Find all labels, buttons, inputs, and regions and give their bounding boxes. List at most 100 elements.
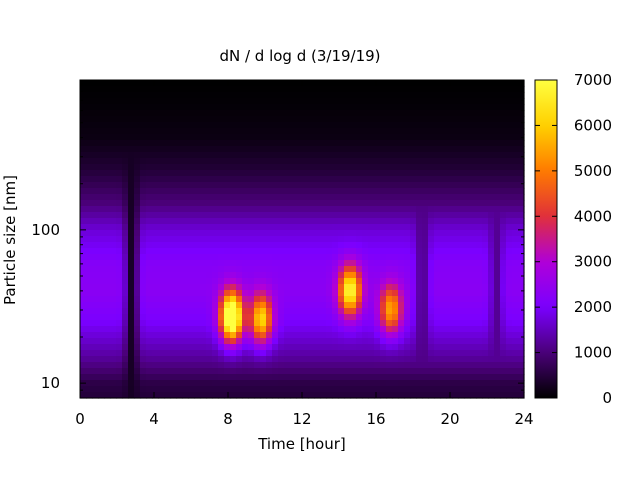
heatmap-cell [260, 128, 267, 135]
heatmap-cell [482, 206, 489, 213]
heatmap-cell [452, 200, 459, 207]
heatmap-cell [452, 254, 459, 261]
heatmap-cell [104, 206, 111, 213]
heatmap-cell [134, 332, 141, 339]
heatmap-cell [302, 386, 309, 393]
heatmap-cell [140, 86, 147, 93]
heatmap-cell [422, 200, 429, 207]
heatmap-cell [296, 260, 303, 267]
heatmap-cell [170, 224, 177, 231]
heatmap-cell [182, 104, 189, 111]
heatmap-cell [272, 158, 279, 165]
heatmap-cell [428, 248, 435, 255]
heatmap-cell [296, 290, 303, 297]
heatmap-cell [440, 86, 447, 93]
heatmap-cell [110, 296, 117, 303]
heatmap-cell [122, 296, 129, 303]
heatmap-cell [356, 254, 363, 261]
heatmap-cell [140, 128, 147, 135]
heatmap-cell [512, 206, 519, 213]
heatmap-cell [200, 362, 207, 369]
heatmap-cell [350, 350, 357, 357]
heatmap-cell [194, 182, 201, 189]
heatmap-cell [296, 200, 303, 207]
heatmap-cell [392, 362, 399, 369]
heatmap-cell [458, 194, 465, 201]
heatmap-cell [92, 320, 99, 327]
heatmap-cell [350, 248, 357, 255]
heatmap-cell [350, 80, 357, 87]
heatmap-cell [320, 278, 327, 285]
heatmap-cell [146, 344, 153, 351]
heatmap-cell [200, 230, 207, 237]
heatmap-cell [104, 338, 111, 345]
heatmap-cell [122, 158, 129, 165]
heatmap-cell [488, 320, 495, 327]
heatmap-cell [416, 116, 423, 123]
heatmap-cell [176, 254, 183, 261]
heatmap-cell [398, 386, 405, 393]
heatmap-cell [134, 254, 141, 261]
heatmap-cell [350, 218, 357, 225]
heatmap-cell [230, 242, 237, 249]
heatmap-cell [134, 164, 141, 171]
heatmap-cell [356, 122, 363, 129]
heatmap-cell [146, 332, 153, 339]
heatmap-cell [218, 308, 225, 315]
heatmap-cell [104, 128, 111, 135]
heatmap-cell [464, 242, 471, 249]
heatmap-cell [338, 146, 345, 153]
colorbar-frame [534, 79, 558, 399]
heatmap-cell [488, 314, 495, 321]
heatmap-cell [200, 128, 207, 135]
heatmap-cell [278, 368, 285, 375]
heatmap-cell [410, 140, 417, 147]
heatmap-cell [398, 212, 405, 219]
heatmap-cell [242, 224, 249, 231]
heatmap-cell [458, 356, 465, 363]
heatmap-cell [476, 290, 483, 297]
heatmap-cell [500, 314, 507, 321]
heatmap-cell [356, 344, 363, 351]
heatmap-cell [218, 98, 225, 105]
heatmap-cell [314, 224, 321, 231]
heatmap-cell [92, 152, 99, 159]
heatmap-cell [284, 254, 291, 261]
heatmap-cell [242, 260, 249, 267]
heatmap-cell [464, 188, 471, 195]
heatmap-cell [242, 194, 249, 201]
heatmap-cell [218, 128, 225, 135]
heatmap-cell [164, 158, 171, 165]
heatmap-cell [350, 134, 357, 141]
heatmap-cell [398, 134, 405, 141]
heatmap-cell [230, 236, 237, 243]
heatmap-cell [266, 362, 273, 369]
heatmap-cell [278, 392, 285, 399]
heatmap-cell [116, 80, 123, 87]
heatmap-cell [362, 272, 369, 279]
heatmap-cell [476, 344, 483, 351]
heatmap-cell [512, 368, 519, 375]
heatmap-cell [326, 290, 333, 297]
heatmap-cell [470, 266, 477, 273]
heatmap-cell [476, 224, 483, 231]
heatmap-cell [242, 284, 249, 291]
x-tick-label: 12 [292, 410, 311, 428]
heatmap-cell [116, 224, 123, 231]
heatmap-cell [92, 296, 99, 303]
heatmap-cell [464, 236, 471, 243]
heatmap-cell [278, 122, 285, 129]
heatmap-cell [224, 224, 231, 231]
heatmap-cell [362, 248, 369, 255]
heatmap-cell [422, 260, 429, 267]
heatmap-cell [104, 266, 111, 273]
heatmap-cell [452, 392, 459, 399]
heatmap-cell [518, 392, 525, 399]
heatmap-cell [284, 122, 291, 129]
heatmap-cell [374, 140, 381, 147]
heatmap-cell [320, 254, 327, 261]
heatmap-cell [380, 338, 387, 345]
heatmap-cell [230, 266, 237, 273]
heatmap-cell [98, 170, 105, 177]
heatmap-cell [134, 152, 141, 159]
